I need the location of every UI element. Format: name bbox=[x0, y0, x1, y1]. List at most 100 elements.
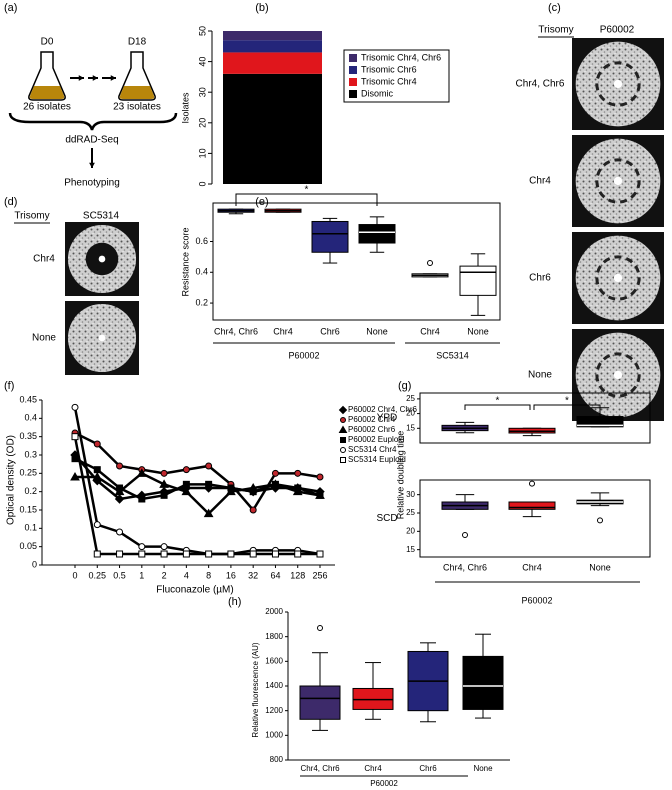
arrow-head bbox=[89, 162, 95, 168]
significance-label: * bbox=[496, 396, 500, 407]
box bbox=[358, 224, 396, 244]
y-tick-label: 20 bbox=[197, 118, 207, 128]
marker bbox=[294, 550, 302, 558]
x-tick-label: 64 bbox=[270, 570, 280, 580]
outlier bbox=[427, 260, 433, 267]
marker bbox=[338, 425, 348, 433]
row-label: None bbox=[32, 333, 56, 344]
outlier bbox=[597, 517, 603, 524]
marker bbox=[160, 543, 168, 551]
marker bbox=[205, 550, 213, 558]
y-tick-label: 1600 bbox=[265, 656, 283, 665]
marker bbox=[205, 480, 213, 488]
x-tick-label: 32 bbox=[248, 570, 258, 580]
x-tick-label: Chr4 bbox=[364, 764, 382, 773]
y-tick-label: 800 bbox=[270, 755, 284, 764]
y-tick-label: 0.3 bbox=[24, 449, 37, 459]
y-tick-label: 0 bbox=[32, 559, 37, 569]
bar-segment bbox=[223, 52, 322, 74]
facet-label: SCD bbox=[376, 513, 397, 524]
disk-halo bbox=[595, 61, 641, 107]
x-tick-label: Chr6 bbox=[320, 326, 340, 336]
legend-label: Trisomic Chr4 bbox=[361, 76, 417, 86]
marker bbox=[138, 543, 146, 551]
marker bbox=[340, 417, 346, 423]
marker bbox=[205, 462, 213, 470]
panel-label: (h) bbox=[228, 596, 241, 608]
marker bbox=[138, 550, 146, 558]
y-tick-label: 30 bbox=[197, 87, 207, 97]
method-label: ddRAD-Seq bbox=[65, 135, 118, 146]
x-tick-label: Chr4 bbox=[420, 326, 440, 336]
y-tick-label: 25 bbox=[406, 394, 415, 403]
x-tick-label: 256 bbox=[312, 570, 327, 580]
marker bbox=[116, 462, 124, 470]
outlier bbox=[317, 625, 323, 632]
y-axis-label: Optical density (OD) bbox=[6, 435, 17, 525]
marker bbox=[294, 469, 302, 477]
legend-swatch bbox=[349, 66, 357, 74]
box bbox=[508, 501, 556, 510]
legend-label: P60002 Chr4 bbox=[348, 415, 396, 424]
x-tick-label: 0.25 bbox=[89, 570, 107, 580]
panel-label: (f) bbox=[4, 380, 14, 392]
marker bbox=[294, 484, 302, 492]
legend-label: Trisomic Chr4, Chr6 bbox=[361, 52, 441, 62]
significance-bracket bbox=[235, 193, 378, 206]
panel-label: (b) bbox=[255, 2, 268, 14]
marker bbox=[316, 550, 324, 558]
marker bbox=[182, 466, 190, 474]
legend-swatch bbox=[349, 54, 357, 62]
y-tick-label: 10 bbox=[197, 148, 207, 158]
box bbox=[459, 265, 497, 296]
y-tick-label: 15 bbox=[406, 423, 415, 432]
x-tick-label: 0 bbox=[72, 570, 77, 580]
row-label: Chr4 bbox=[33, 254, 55, 265]
plot-frame bbox=[419, 392, 651, 444]
y-tick-label: 30 bbox=[406, 490, 415, 499]
disk bbox=[98, 255, 106, 263]
disk bbox=[613, 370, 623, 380]
marker bbox=[116, 528, 124, 536]
y-tick-label: 15 bbox=[406, 545, 415, 554]
y-tick-label: 0.45 bbox=[19, 394, 37, 404]
legend-label: SC5314 Euploid bbox=[348, 455, 406, 464]
marker bbox=[181, 486, 192, 496]
x-tick-label: None bbox=[467, 326, 489, 336]
significance-label: * bbox=[305, 185, 309, 196]
arrow-head bbox=[78, 75, 84, 81]
y-tick-label: 20 bbox=[406, 409, 415, 418]
marker bbox=[92, 471, 103, 481]
marker bbox=[93, 521, 101, 529]
y-tick-label: 0.2 bbox=[24, 486, 37, 496]
disk bbox=[613, 273, 623, 283]
marker bbox=[271, 469, 279, 477]
legend-label: SC5314 Chr4 bbox=[348, 445, 397, 454]
legend-label: P60002 Chr4, Chr6 bbox=[348, 405, 417, 414]
x-tick-label: None bbox=[589, 562, 611, 572]
disk-halo bbox=[595, 158, 641, 204]
marker bbox=[116, 484, 124, 492]
marker bbox=[93, 440, 101, 448]
marker bbox=[338, 405, 348, 415]
arrow-head bbox=[92, 75, 98, 81]
marker bbox=[160, 550, 168, 558]
y-tick-label: 0.05 bbox=[19, 541, 37, 551]
brace bbox=[8, 112, 178, 131]
x-tick-label: Chr4, Chr6 bbox=[300, 764, 340, 773]
box bbox=[299, 685, 341, 720]
series-line bbox=[74, 454, 321, 501]
y-tick-label: 50 bbox=[197, 26, 207, 36]
marker bbox=[159, 479, 169, 488]
row-label: None bbox=[528, 370, 552, 381]
significance-bracket bbox=[464, 404, 531, 410]
column-header: SC5314 bbox=[83, 211, 120, 222]
plot-frame bbox=[419, 479, 651, 558]
x-tick-label: 1 bbox=[139, 570, 144, 580]
row-header: Trisomy bbox=[538, 25, 573, 36]
disk bbox=[613, 79, 623, 89]
disk-halo bbox=[595, 352, 641, 398]
group-label: P60002 bbox=[288, 350, 319, 360]
x-tick-label: 8 bbox=[206, 570, 211, 580]
arrow-head bbox=[110, 75, 116, 81]
